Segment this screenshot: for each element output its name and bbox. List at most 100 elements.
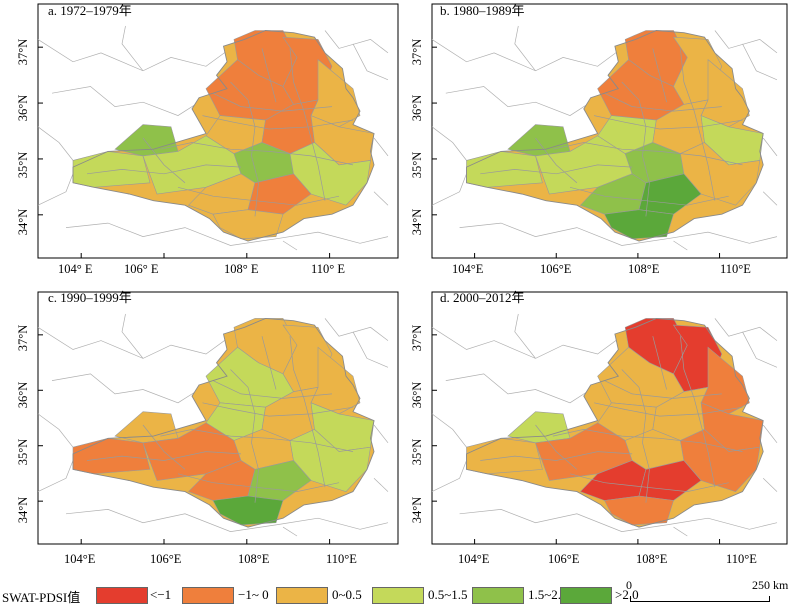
drainage-line [652,336,667,390]
drainage-line [230,81,259,217]
admin-boundary-line [37,39,231,72]
admin-boundary-line [37,460,74,492]
drainage-line [261,48,277,103]
y-tick-label: 34°N [410,209,424,236]
admin-boundary-line [431,327,623,359]
y-tick-label: 35°N [410,152,424,179]
drainage-line [552,142,743,166]
drainage-line [621,369,650,503]
y-tick-label: 34°N [16,209,30,236]
panel-title: c. 1990–1999年 [48,290,132,305]
subbasin-0-05 [114,411,179,444]
subbasin-05-15 [507,411,571,444]
y-tick-label: 36°N [16,382,30,409]
admin-boundary-line [51,86,200,116]
subbasin-0-05 [466,437,543,475]
drainage-line [86,164,242,175]
admin-boundary-line [431,126,467,161]
map-panel-b: b. 1980–1989年 104°E 106°E 108°E 110°E 37°N 36°… [410,3,788,276]
map-figure: a. 1972–1979年 104° E 106° E 108° E 110° E 37°… [16,3,788,566]
admin-boundary-line [673,526,688,537]
y-tick-label: 36°N [410,382,424,409]
drainage-line [535,424,578,470]
x-tick-label: 110°E [326,552,357,566]
admin-boundary-line [431,173,467,206]
admin-boundary-line [762,137,778,157]
subbasin-gt2 [604,209,674,240]
admin-boundary-line [431,460,467,492]
drainage-line [569,186,729,206]
drainage-line [569,473,729,492]
subbasin-15-20 [114,124,179,157]
drainage-line [552,429,743,452]
drainage-line [680,48,716,201]
x-tick-label: 106°E [150,552,182,566]
x-tick-label: 108°E [628,262,660,276]
panel-frame [431,3,788,259]
admin-boundary-line [37,126,74,161]
admin-boundary-line [324,318,389,341]
admin-boundary-line [373,478,389,492]
y-tick-label: 35°N [16,152,30,179]
admin-boundary-line [459,509,778,532]
drainage-line [160,142,354,166]
drainage-line [142,137,186,184]
basin-outline [466,317,764,528]
subbasin-0-05 [212,209,284,240]
x-tick-label: 110°E [726,552,757,566]
panel-title: a. 1972–1979年 [48,3,132,18]
drainage-line [86,451,242,461]
panel-frame [431,291,788,545]
y-tick-label: 35°N [16,439,30,466]
admin-boundary-line [762,478,778,492]
admin-boundary-line [714,30,778,54]
drainage-line [177,186,340,206]
legend-swatch-0-05 [276,587,328,604]
legend: SWAT-PDSI值 <−1 −1~ 0 0~0.5 0.5~1.5 1.5~2… [0,584,800,608]
admin-boundary-line [65,222,389,246]
legend-title: SWAT-PDSI值 [2,590,81,605]
drainage-line [289,336,326,488]
admin-boundary-line [373,191,389,206]
admin-boundary-line [373,424,389,444]
admin-boundary-line [514,25,536,72]
drainage-line [202,402,354,417]
drainage-line [480,451,633,461]
legend-swatch-05-15 [372,587,424,604]
x-tick-label: 106°E [548,552,580,566]
drainage-line [177,473,340,492]
map-panel-d: d. 2000–2012年 104°E 106°E 108°E 110°E 37°N 36°… [410,290,788,566]
admin-boundary-line [373,137,389,157]
drainage-line [604,92,722,112]
legend-label-05-15: 0.5~1.5 [428,587,468,602]
x-tick-label: 104°E [458,552,490,566]
drainage-line [594,402,743,417]
admin-boundary-line [742,43,778,81]
y-tick-label: 36°N [16,95,30,122]
legend-label-neg1-0: −1~ 0 [238,587,269,602]
x-tick-label: 110°E [720,262,751,276]
x-tick-label: 108°E [238,552,270,566]
x-tick-label: 110° E [311,262,345,276]
admin-boundary-line [37,173,74,206]
drainage-line [212,92,333,112]
subbasin-05-15 [72,151,151,188]
y-tick-label: 34°N [410,497,424,524]
admin-boundary-line [37,413,74,448]
admin-boundary-line [431,413,467,448]
y-tick-label: 35°N [410,439,424,466]
admin-boundary-line [282,526,298,537]
drainage-line [160,429,354,452]
x-tick-label: 108° E [224,262,259,276]
drainage-line [261,336,277,390]
admin-boundary-line [714,318,778,341]
admin-boundary-line [445,86,591,116]
subbasin-gt2 [212,495,284,526]
legend-swatch-lt-neg1 [96,587,148,604]
scale-bar: 0 250 km [624,578,800,608]
subbasin-15-20 [507,124,571,157]
admin-boundary-line [352,331,389,368]
admin-boundary-line [742,331,778,368]
scale-bar-line [630,596,770,602]
basin-outline [72,317,375,528]
